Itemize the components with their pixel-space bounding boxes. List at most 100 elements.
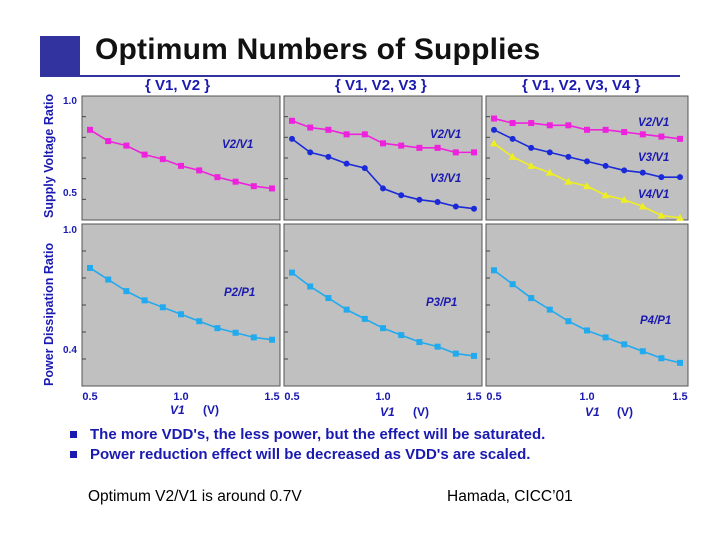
data-point [123, 142, 130, 149]
data-point [250, 334, 257, 341]
data-point [565, 122, 572, 129]
data-point [289, 269, 295, 276]
data-point [87, 126, 93, 133]
data-point [677, 359, 683, 366]
data-point [123, 288, 130, 295]
data-point [508, 152, 517, 160]
ytick-bottom-1: 1.0 [63, 225, 77, 236]
data-point [601, 191, 610, 199]
data-point [105, 138, 112, 145]
data-point [491, 267, 497, 274]
data-point [528, 144, 535, 151]
data-point [491, 126, 497, 133]
data-point [676, 213, 684, 221]
data-point [528, 295, 535, 302]
data-point [602, 334, 609, 341]
x-tick-label: 1.5 [466, 391, 481, 403]
column-header-2: { V1, V2, V3 } [335, 77, 427, 94]
data-point [638, 202, 647, 210]
data-point [307, 283, 314, 290]
data-point [584, 158, 590, 165]
data-point [178, 311, 184, 318]
data-point [232, 178, 239, 185]
data-point [471, 352, 477, 359]
data-point [639, 348, 646, 355]
data-point [214, 174, 221, 181]
data-point [564, 177, 573, 185]
data-point [452, 350, 459, 357]
data-point [658, 174, 665, 181]
x-axis-unit-3: (V) [617, 405, 633, 419]
data-point [141, 151, 148, 158]
x-tick-label: 0.5 [486, 391, 501, 403]
x-axis-label-1: V1 [170, 403, 185, 417]
data-point [141, 297, 148, 304]
data-point [546, 122, 553, 129]
panel-background [283, 223, 483, 387]
data-point [361, 315, 368, 322]
chart-panel-top-left: V2/V1 [81, 95, 281, 221]
slide-title: Optimum Numbers of Supplies [95, 33, 541, 66]
chart-panel-top-middle: V2/V1 V3/V1 [283, 95, 483, 221]
column-header-3: { V1, V2, V3, V4 } [522, 77, 641, 94]
data-point [289, 117, 295, 124]
x-axis-unit-1: (V) [203, 403, 219, 417]
data-point [434, 198, 441, 205]
series-label: P3/P1 [426, 297, 457, 309]
x-tick-label: 1.5 [672, 391, 687, 403]
data-point [289, 135, 295, 142]
data-point [159, 304, 166, 311]
data-point [639, 131, 646, 138]
series-label: V2/V1 [430, 129, 461, 141]
data-point [657, 211, 666, 219]
ytick-top-1: 1.0 [63, 96, 77, 107]
series-label: V3/V1 [638, 152, 669, 164]
data-point [380, 140, 386, 147]
data-point [434, 343, 441, 350]
x-tick-label: 1.5 [264, 391, 279, 403]
data-point [658, 133, 665, 140]
data-point [434, 144, 441, 151]
data-point [307, 149, 314, 156]
data-point [307, 124, 314, 131]
panel-background [81, 95, 281, 221]
data-point [584, 126, 590, 133]
data-point [621, 341, 628, 348]
data-point [621, 129, 628, 136]
data-point [214, 325, 221, 332]
data-point [325, 153, 332, 160]
data-point [343, 160, 350, 167]
data-point [677, 135, 683, 142]
chart-panel-bottom-right: P4/P1 [485, 223, 689, 387]
footer-note: Optimum V2/V1 is around 0.7V [88, 488, 302, 505]
x-tick-label: 0.5 [284, 391, 299, 403]
chart-panel-top-right: V2/V1 V3/V1 V4/V1 [485, 95, 689, 221]
data-point [471, 149, 477, 156]
data-point [232, 329, 239, 336]
data-point [343, 131, 350, 138]
data-point [196, 318, 203, 325]
series-label: V2/V1 [638, 117, 669, 129]
footer-citation: Hamada, CICC’01 [447, 488, 573, 505]
data-point [398, 332, 405, 339]
data-point [490, 139, 498, 147]
column-header-1: { V1, V2 } [145, 77, 211, 94]
data-point [565, 318, 572, 325]
data-point [583, 182, 591, 190]
x-tick-label: 1.0 [579, 391, 594, 403]
data-point [509, 120, 516, 127]
x-tick-label: 1.0 [173, 391, 188, 403]
x-tick-label: 1.0 [375, 391, 390, 403]
panel-background [81, 223, 281, 387]
data-point [159, 156, 166, 163]
panel-background [485, 95, 689, 221]
data-point [269, 336, 275, 343]
data-point [491, 115, 497, 122]
x-tick-label: 0.5 [82, 391, 97, 403]
ytick-bottom-2: 0.4 [63, 345, 77, 356]
data-point [509, 135, 516, 142]
data-point [471, 205, 477, 212]
bullet-square-icon [70, 431, 77, 438]
series-label: V4/V1 [638, 189, 669, 201]
bullet-2-text: Power reduction effect will be decreased… [90, 446, 531, 463]
